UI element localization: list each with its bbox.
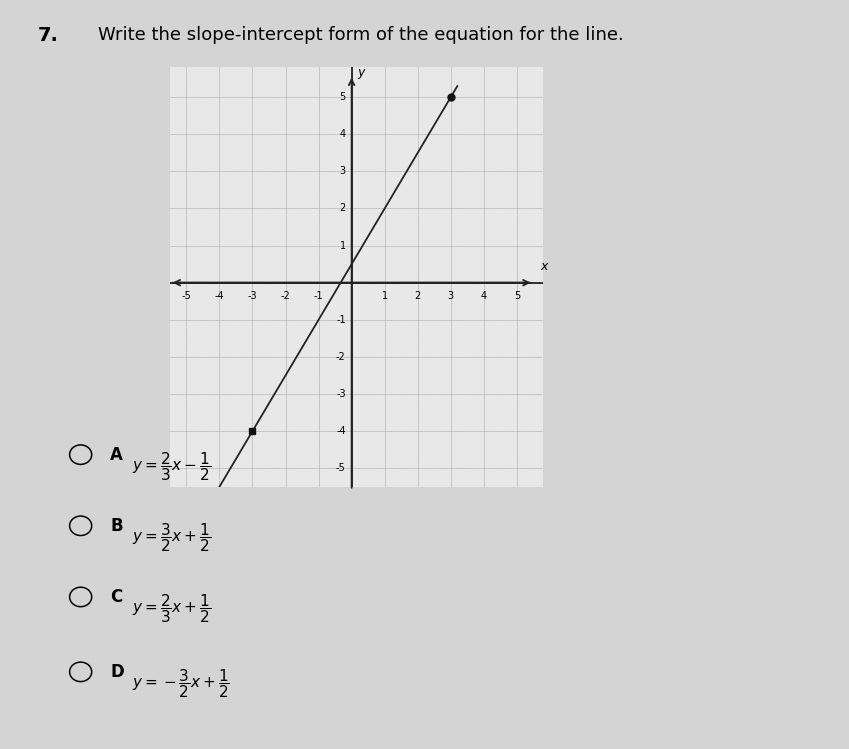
Text: -5: -5	[182, 291, 191, 301]
Text: -1: -1	[314, 291, 323, 301]
Text: y: y	[357, 67, 365, 79]
Text: 4: 4	[481, 291, 487, 301]
Text: -3: -3	[248, 291, 257, 301]
Text: -5: -5	[336, 464, 346, 473]
Text: 5: 5	[340, 92, 346, 102]
Text: 3: 3	[340, 166, 346, 176]
Text: $y=\dfrac{3}{2}x+\dfrac{1}{2}$: $y=\dfrac{3}{2}x+\dfrac{1}{2}$	[132, 521, 211, 554]
Text: B: B	[110, 517, 123, 535]
Text: -4: -4	[336, 426, 346, 436]
Text: D: D	[110, 663, 124, 681]
Text: 5: 5	[514, 291, 520, 301]
Text: -4: -4	[215, 291, 224, 301]
Text: $y=\dfrac{2}{3}x-\dfrac{1}{2}$: $y=\dfrac{2}{3}x-\dfrac{1}{2}$	[132, 450, 211, 483]
Text: 7.: 7.	[38, 26, 59, 45]
Text: 4: 4	[340, 130, 346, 139]
Text: -2: -2	[336, 352, 346, 362]
Text: 1: 1	[381, 291, 388, 301]
Text: 2: 2	[340, 204, 346, 213]
Text: 2: 2	[414, 291, 421, 301]
Text: -2: -2	[281, 291, 290, 301]
Text: 1: 1	[340, 240, 346, 251]
Text: 3: 3	[447, 291, 454, 301]
Text: Write the slope-intercept form of the equation for the line.: Write the slope-intercept form of the eq…	[98, 26, 623, 44]
Text: $y=-\dfrac{3}{2}x+\dfrac{1}{2}$: $y=-\dfrac{3}{2}x+\dfrac{1}{2}$	[132, 667, 229, 700]
Text: x: x	[540, 261, 548, 273]
Text: -3: -3	[336, 389, 346, 399]
Text: -1: -1	[336, 315, 346, 325]
Text: C: C	[110, 588, 122, 606]
Text: $y=\dfrac{2}{3}x+\dfrac{1}{2}$: $y=\dfrac{2}{3}x+\dfrac{1}{2}$	[132, 592, 211, 625]
Text: A: A	[110, 446, 123, 464]
